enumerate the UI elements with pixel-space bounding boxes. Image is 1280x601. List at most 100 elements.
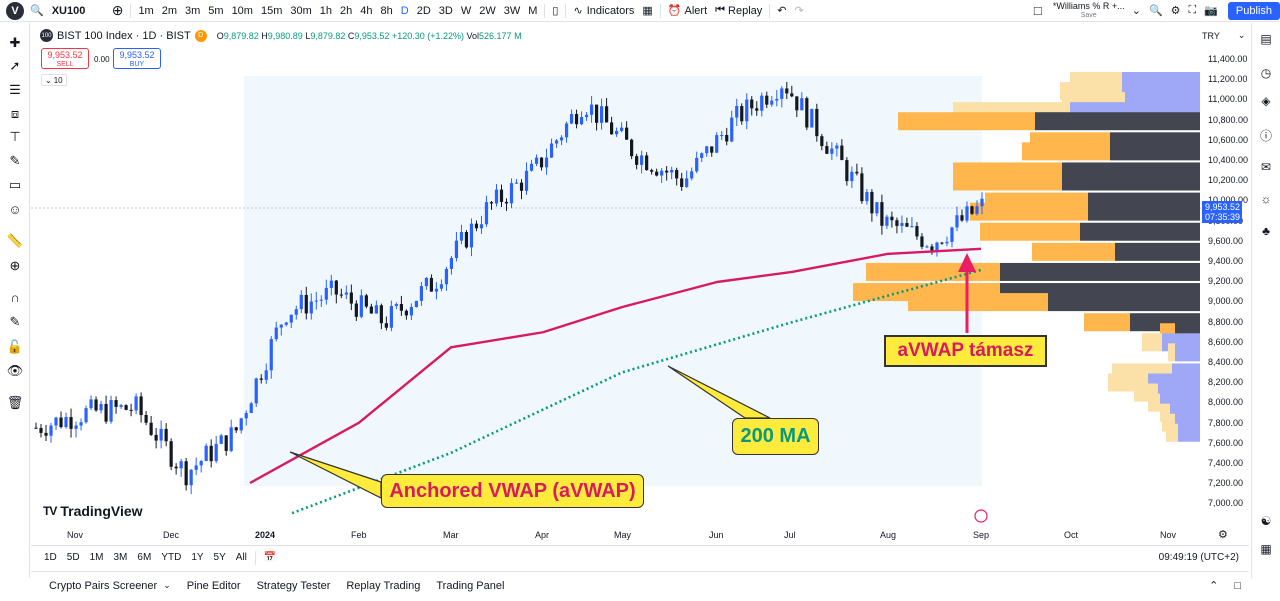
chart-pane[interactable] [31, 23, 1249, 545]
magnet-icon[interactable]: ∩ [10, 289, 20, 305]
candle-body [910, 226, 914, 228]
interval-3d[interactable]: 3D [438, 4, 453, 17]
candle-body [99, 403, 103, 411]
layout-checkbox-icon[interactable]: □ [1033, 3, 1042, 18]
sell-button[interactable]: 9,953.52 SELL [41, 48, 89, 69]
info-icon[interactable]: ⓘ [1259, 128, 1272, 143]
interval-buttons: 1m 2m 3m 5m 10m 15m 30m 1h 2h 4h 8h D 2D 3D W 2W 3W M [134, 0, 541, 22]
stay-drawing-icon[interactable]: ✎ [9, 314, 21, 329]
zoom-in-icon[interactable]: ⊕ [9, 258, 21, 273]
text-icon[interactable]: ▭ [8, 177, 22, 192]
interval-2d[interactable]: 2D [416, 4, 431, 17]
currency-selector[interactable]: TRY ⌄ [1202, 30, 1245, 41]
settings-gear-icon[interactable]: ⚙ [1170, 5, 1181, 17]
interval-15m[interactable]: 15m [260, 4, 283, 17]
tab-strategy-tester[interactable]: Strategy Tester [256, 579, 331, 592]
publish-button[interactable]: Publish [1227, 1, 1280, 20]
watchlist-icon[interactable]: ▤ [1260, 32, 1272, 46]
replay-button[interactable]: ⏮ Replay [711, 0, 766, 22]
range-buttons: 1D 5D 1M 3M 6M YTD 1Y 5Y All [39, 548, 252, 568]
projection-icon[interactable]: ⊤ [9, 129, 21, 144]
tradingview-logo[interactable]: V [6, 1, 24, 20]
interval-1h[interactable]: 1h [319, 4, 333, 17]
interval-8h[interactable]: 8h [380, 4, 393, 17]
symbol-search[interactable]: XU100 [51, 4, 86, 17]
fullscreen-icon[interactable]: ⛶ [1188, 4, 1197, 16]
undo-icon[interactable]: ↶ [777, 5, 787, 17]
tab-trading-panel[interactable]: Trading Panel [436, 579, 505, 592]
interval-5m[interactable]: 5m [208, 4, 224, 17]
clock-timezone[interactable]: 09:49:19 (UTC+2) [1158, 552, 1239, 563]
help-icon[interactable]: ☯ [1260, 514, 1272, 528]
interval-2m[interactable]: 2m [161, 4, 177, 17]
range-ytd[interactable]: YTD [161, 552, 182, 563]
range-3m[interactable]: 3M [113, 552, 128, 563]
ideas-icon[interactable]: ☼ [1260, 192, 1272, 206]
chevron-down-icon[interactable]: ⌄ [1131, 5, 1141, 17]
right-sidebar: ▤ ◷ ◈ ⓘ ✉ ☼ ♣ ☯ ▦ [1251, 23, 1280, 578]
layout-name[interactable]: *Williams % R +... Save [1050, 1, 1128, 20]
lock-icon[interactable]: 🔓 [6, 339, 24, 354]
panel-collapse-icon[interactable]: ⌃ [1209, 580, 1219, 592]
tab-pine-editor[interactable]: Pine Editor [186, 579, 241, 592]
eye-icon[interactable]: 👁 [6, 363, 24, 378]
range-1y[interactable]: 1Y [191, 552, 204, 563]
interval-w[interactable]: W [460, 4, 472, 17]
candle-body [159, 428, 163, 441]
redo-icon[interactable]: ↷ [794, 5, 804, 17]
templates-icon[interactable]: ▦ [642, 5, 653, 17]
interval-2w[interactable]: 2W [479, 4, 496, 17]
interval-3m[interactable]: 3m [185, 4, 201, 17]
compare-add-icon[interactable]: ⊕ [111, 2, 124, 18]
alert-button[interactable]: ⏰ Alert [664, 0, 711, 22]
trend-line-icon[interactable]: ➚ [9, 58, 21, 73]
range-1d[interactable]: 1D [44, 552, 57, 563]
calendar-goto-icon[interactable]: 📅 [263, 552, 277, 563]
buy-button[interactable]: 9,953.52 BUY [113, 48, 161, 69]
tab-crypto-pairs-screener[interactable]: Crypto Pairs Screener ⌄ [41, 575, 179, 597]
interval-d[interactable]: D [400, 4, 409, 17]
brush-icon[interactable]: ✎ [9, 153, 21, 168]
panel-maximize-icon[interactable]: □ [1234, 579, 1241, 592]
range-5d[interactable]: 5D [66, 552, 80, 563]
tab-replay-trading[interactable]: Replay Trading [346, 579, 421, 592]
fib-icon[interactable]: ☰ [9, 82, 21, 97]
ruler-icon[interactable]: 📏 [6, 233, 24, 248]
time-axis-settings-icon[interactable]: ⚙ [1218, 529, 1228, 541]
range-6m[interactable]: 6M [137, 552, 152, 563]
quick-search-icon[interactable]: 🔍 [1148, 5, 1163, 17]
alerts-clock-icon[interactable]: ◷ [1260, 66, 1272, 80]
range-all[interactable]: All [235, 552, 247, 563]
interval-1m[interactable]: 1m [138, 4, 154, 17]
legend-collapse-button[interactable]: ⌄ 10 [41, 74, 67, 86]
candle-body [339, 294, 343, 296]
pattern-icon[interactable]: ⧈ [10, 106, 20, 121]
search-icon[interactable]: 🔍 [30, 5, 44, 17]
candle-body [319, 299, 323, 301]
interval-2h[interactable]: 2h [340, 4, 353, 17]
volume-profile-bar-right [1080, 222, 1200, 241]
candle-body [710, 146, 714, 153]
interval-3w[interactable]: 3W [503, 4, 521, 17]
volume-profile-bar-left [866, 262, 1000, 281]
range-5y[interactable]: 5Y [213, 552, 226, 563]
candle-body [685, 178, 689, 187]
interval-10m[interactable]: 10m [231, 4, 253, 17]
camera-icon[interactable]: 📷 [1204, 5, 1218, 17]
dom-icon[interactable]: ▦ [1260, 542, 1272, 556]
tradingview-watermark: TV TradingView [43, 503, 143, 519]
range-1m[interactable]: 1M [89, 552, 104, 563]
trash-icon[interactable]: 🗑 [6, 395, 24, 410]
interval-4h[interactable]: 4h [360, 4, 373, 17]
emoji-icon[interactable]: ☺ [8, 201, 22, 217]
interval-30m[interactable]: 30m [290, 4, 312, 17]
layers-icon[interactable]: ◈ [1261, 94, 1271, 108]
interval-m[interactable]: M [528, 4, 538, 17]
indicators-button[interactable]: ∿ Indicators [569, 0, 638, 22]
notifications-icon[interactable]: ♣ [1262, 224, 1270, 238]
chart-type-icon[interactable]: ▯ [552, 5, 559, 17]
chat-icon[interactable]: ✉ [1260, 160, 1272, 174]
symbol-title[interactable]: BIST 100 Index · 1D · BIST [57, 29, 191, 42]
price-chart[interactable] [31, 23, 1249, 545]
crosshair-icon[interactable]: ✚ [9, 35, 21, 50]
